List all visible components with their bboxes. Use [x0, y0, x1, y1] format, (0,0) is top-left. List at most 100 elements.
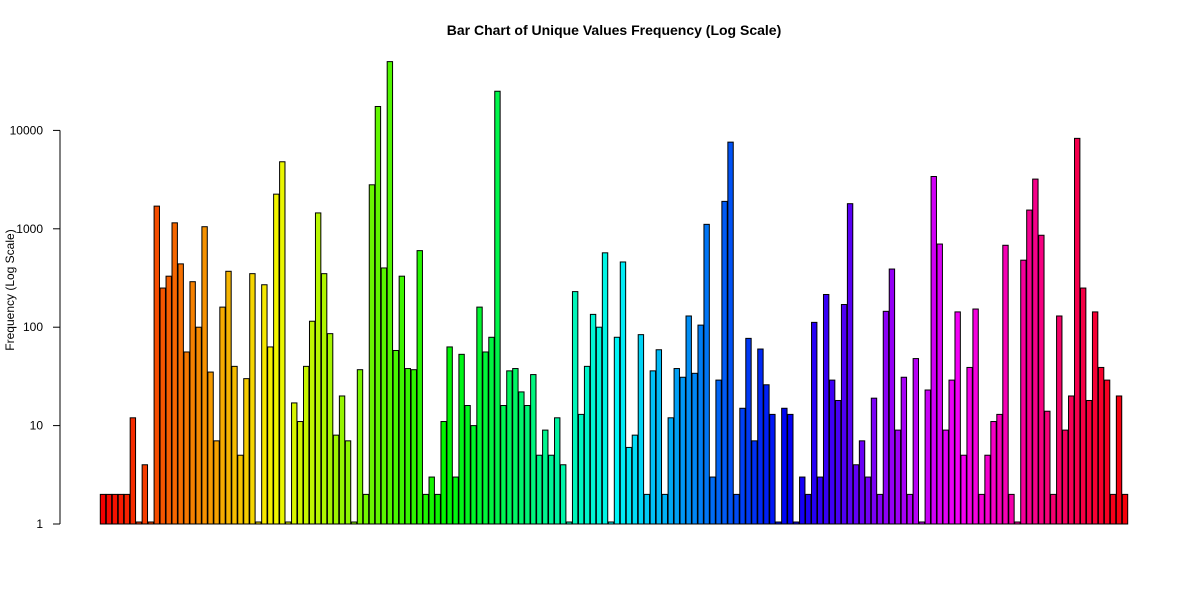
bar — [536, 454, 543, 525]
bar — [542, 429, 549, 525]
bar — [906, 493, 914, 525]
bar — [386, 61, 394, 525]
bar — [1002, 244, 1009, 525]
bar — [518, 391, 525, 525]
bar — [577, 413, 585, 525]
bar — [631, 434, 639, 525]
bar — [900, 376, 908, 525]
bar — [667, 417, 674, 525]
bar — [177, 263, 184, 525]
bar — [715, 379, 722, 525]
bar — [488, 336, 495, 525]
bar — [996, 413, 1003, 525]
bar — [1014, 521, 1021, 525]
bar — [1085, 399, 1093, 525]
bar — [643, 493, 651, 525]
y-tick-label: 100 — [23, 320, 43, 334]
bar — [153, 205, 160, 525]
bar — [117, 493, 125, 525]
bar — [111, 493, 119, 525]
bar — [966, 366, 973, 525]
bar — [362, 493, 370, 525]
bar — [613, 336, 621, 525]
bar — [1038, 234, 1045, 525]
bar — [279, 161, 286, 525]
bar — [494, 90, 501, 525]
bar — [147, 521, 154, 525]
bar — [1044, 410, 1051, 525]
chart-title: Bar Chart of Unique Values Frequency (Lo… — [446, 22, 782, 38]
bar — [637, 334, 645, 525]
bar — [398, 275, 406, 525]
bar — [727, 141, 734, 525]
bar — [1091, 311, 1099, 525]
bar — [876, 493, 884, 525]
bars — [99, 61, 1129, 525]
bar — [273, 193, 280, 525]
bar — [255, 521, 262, 525]
y-tick-label: 10 — [30, 419, 44, 433]
bar — [858, 440, 866, 525]
bar — [757, 348, 764, 525]
bar — [1103, 379, 1111, 525]
bar — [721, 200, 728, 525]
bar — [1115, 395, 1123, 525]
bar — [1097, 366, 1105, 525]
bar — [828, 379, 836, 525]
bar — [470, 425, 477, 525]
bar — [308, 320, 316, 525]
bar — [595, 326, 603, 525]
bar — [201, 226, 208, 525]
bar — [942, 429, 949, 525]
bar — [237, 454, 244, 525]
bar — [165, 275, 172, 525]
bar — [464, 405, 471, 525]
bar — [619, 261, 627, 525]
bar — [392, 349, 400, 525]
bar — [189, 281, 196, 525]
bar — [428, 476, 435, 525]
bar — [888, 268, 896, 525]
bar — [123, 493, 131, 525]
bar — [314, 212, 322, 525]
bar — [1056, 315, 1063, 525]
bar — [930, 176, 937, 525]
bar — [948, 379, 955, 525]
bar — [852, 464, 860, 525]
bar — [912, 358, 920, 525]
bar — [1008, 493, 1015, 525]
bar — [625, 446, 633, 525]
bar — [745, 337, 752, 525]
bar — [805, 493, 812, 525]
bar — [416, 250, 423, 525]
bar — [978, 493, 985, 525]
bar — [685, 315, 692, 525]
y-tick-label: 10000 — [10, 123, 44, 137]
bar — [285, 521, 292, 525]
bar — [882, 310, 890, 525]
bar — [207, 371, 214, 525]
bar — [1020, 259, 1027, 525]
bar — [524, 405, 531, 525]
bar — [840, 304, 848, 525]
bar — [811, 321, 818, 525]
bar — [434, 493, 441, 525]
bar — [500, 405, 507, 525]
bar — [661, 493, 668, 525]
bar — [344, 440, 352, 525]
y-axis: 1 10 100 1000 10000 — [10, 123, 61, 531]
bar — [649, 370, 657, 525]
bar — [571, 291, 579, 525]
bar — [763, 384, 770, 525]
bar — [368, 184, 376, 525]
bar — [105, 493, 113, 525]
bar — [565, 521, 573, 525]
bar — [249, 273, 256, 525]
bar — [984, 454, 991, 525]
bar — [476, 306, 483, 525]
bar — [267, 346, 274, 525]
bar — [894, 429, 902, 525]
bar — [864, 476, 872, 525]
bar — [326, 333, 334, 525]
bar — [404, 368, 411, 525]
